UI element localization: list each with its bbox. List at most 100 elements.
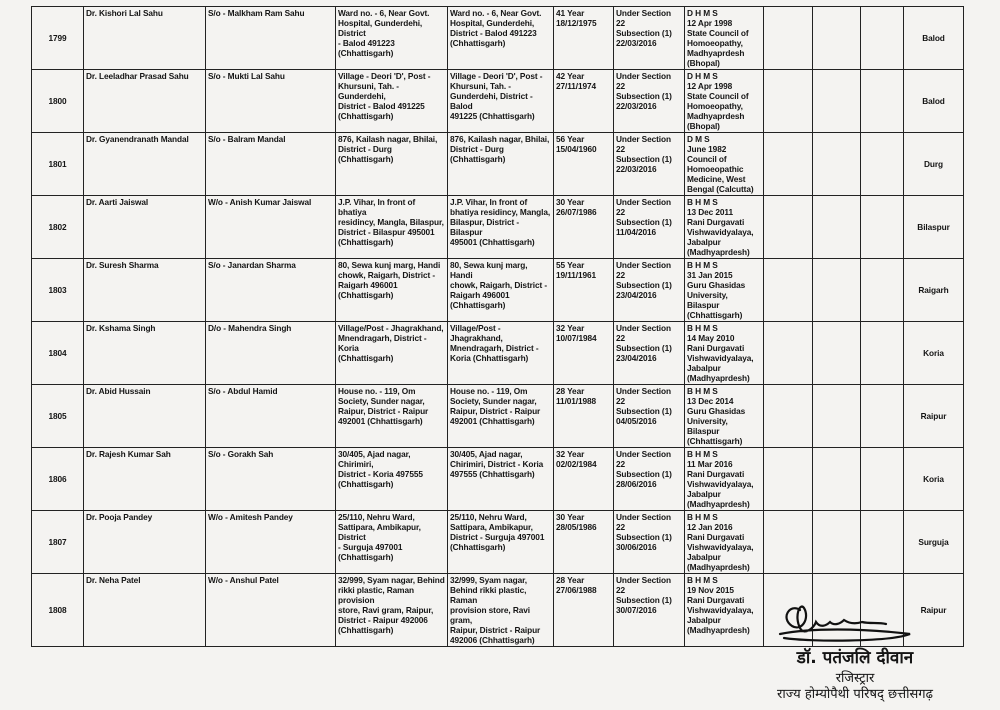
district: Koria xyxy=(903,321,964,385)
blank-cell xyxy=(763,510,813,574)
relation: S/o - Balram Mandal xyxy=(205,132,336,196)
district: Raipur xyxy=(903,573,964,647)
correspondence-address: 80, Sewa kunj marg, Handi chowk, Raigarh… xyxy=(447,258,554,322)
blank-cell xyxy=(763,321,813,385)
registration-section: Under Section 22 Subsection (1) 23/04/20… xyxy=(613,321,685,385)
age-dob: 42 Year 27/11/1974 xyxy=(553,69,614,133)
serial-number: 1800 xyxy=(31,69,84,133)
correspondence-address: Village/Post - Jhagrakhand, Mnendragarh,… xyxy=(447,321,554,385)
qualification: B H M S 19 Nov 2015 Rani Durgavati Vishw… xyxy=(684,573,764,647)
blank-cell xyxy=(763,69,813,133)
relation: S/o - Malkham Ram Sahu xyxy=(205,6,336,70)
doctor-name: Dr. Abid Hussain xyxy=(83,384,206,448)
age-dob: 56 Year 15/04/1960 xyxy=(553,132,614,196)
doctor-name: Dr. Kshama Singh xyxy=(83,321,206,385)
signatory-designation: रजिस्ट्रार xyxy=(835,671,875,686)
registration-section: Under Section 22 Subsection (1) 22/03/20… xyxy=(613,69,685,133)
table-row: 1799 Dr. Kishori Lal Sahu S/o - Malkham Ra… xyxy=(31,6,964,70)
address: 32/999, Syam nagar, Behind rikki plastic… xyxy=(335,573,448,647)
address: 80, Sewa kunj marg, Handi chowk, Raigarh… xyxy=(335,258,448,322)
district: Balod xyxy=(903,6,964,70)
address: House no. - 119, Om Society, Sunder naga… xyxy=(335,384,448,448)
blank-cell xyxy=(812,447,861,511)
address: 25/110, Nehru Ward, Sattipara, Ambikapur… xyxy=(335,510,448,574)
qualification: D M S June 1982 Council of Homoeopathic … xyxy=(684,132,764,196)
serial-number: 1808 xyxy=(31,573,84,647)
blank-cell xyxy=(763,195,813,259)
relation: S/o - Gorakh Sah xyxy=(205,447,336,511)
table-row: 1808 Dr. Neha Patel W/o - Anshul Patel 32/… xyxy=(31,573,964,647)
correspondence-address: J.P. Vihar, In front of bhatiya residinc… xyxy=(447,195,554,259)
blank-cell xyxy=(763,132,813,196)
age-dob: 28 Year 11/01/1988 xyxy=(553,384,614,448)
blank-cell xyxy=(812,321,861,385)
address: Village/Post - Jhagrakhand, Mnendragarh,… xyxy=(335,321,448,385)
address: J.P. Vihar, In front of bhatiya residinc… xyxy=(335,195,448,259)
address: Ward no. - 6, Near Govt. Hospital, Gunde… xyxy=(335,6,448,70)
doctor-name: Dr. Aarti Jaiswal xyxy=(83,195,206,259)
blank-cell xyxy=(860,384,904,448)
qualification: B H M S 13 Dec 2011 Rani Durgavati Vishw… xyxy=(684,195,764,259)
blank-cell xyxy=(860,69,904,133)
table-row: 1803 Dr. Suresh Sharma S/o - Janardan Shar… xyxy=(31,258,964,322)
correspondence-address: Ward no. - 6, Near Govt. Hospital, Gunde… xyxy=(447,6,554,70)
correspondence-address: Village - Deori 'D', Post - Khursuni, Ta… xyxy=(447,69,554,133)
serial-number: 1804 xyxy=(31,321,84,385)
age-dob: 30 Year 28/05/1986 xyxy=(553,510,614,574)
blank-cell xyxy=(763,384,813,448)
district: Surguja xyxy=(903,510,964,574)
doctor-name: Dr. Kishori Lal Sahu xyxy=(83,6,206,70)
blank-cell xyxy=(860,132,904,196)
signature xyxy=(778,605,911,642)
age-dob: 32 Year 02/02/1984 xyxy=(553,447,614,511)
relation: W/o - Anish Kumar Jaiswal xyxy=(205,195,336,259)
doctor-name: Dr. Pooja Pandey xyxy=(83,510,206,574)
age-dob: 41 Year 18/12/1975 xyxy=(553,6,614,70)
doctor-name: Dr. Suresh Sharma xyxy=(83,258,206,322)
doctor-name: Dr. Leeladhar Prasad Sahu xyxy=(83,69,206,133)
blank-cell xyxy=(812,132,861,196)
serial-number: 1805 xyxy=(31,384,84,448)
relation: W/o - Anshul Patel xyxy=(205,573,336,647)
serial-number: 1801 xyxy=(31,132,84,196)
registration-section: Under Section 22 Subsection (1) 22/03/20… xyxy=(613,6,685,70)
blank-cell xyxy=(763,447,813,511)
registration-section: Under Section 22 Subsection (1) 23/04/20… xyxy=(613,258,685,322)
blank-cell xyxy=(860,6,904,70)
blank-cell xyxy=(860,510,904,574)
doctor-name: Dr. Neha Patel xyxy=(83,573,206,647)
table-row: 1800 Dr. Leeladhar Prasad Sahu S/o - Mukti… xyxy=(31,69,964,133)
age-dob: 32 Year 10/07/1984 xyxy=(553,321,614,385)
table-row: 1801 Dr. Gyanendranath Mandal S/o - Balram… xyxy=(31,132,964,196)
blank-cell xyxy=(812,195,861,259)
correspondence-address: 876, Kailash nagar, Bhilai, District - D… xyxy=(447,132,554,196)
correspondence-address: 25/110, Nehru Ward, Sattipara, Ambikapur… xyxy=(447,510,554,574)
correspondence-address: 30/405, Ajad nagar, Chirimiri, District … xyxy=(447,447,554,511)
table-row: 1805 Dr. Abid Hussain S/o - Abdul Hamid Hou… xyxy=(31,384,964,448)
blank-cell xyxy=(812,69,861,133)
blank-cell xyxy=(812,384,861,448)
qualification: B H M S 12 Jan 2016 Rani Durgavati Vishw… xyxy=(684,510,764,574)
address: 876, Kailash nagar, Bhilai, District - D… xyxy=(335,132,448,196)
district: Raigarh xyxy=(903,258,964,322)
correspondence-address: House no. - 119, Om Society, Sunder naga… xyxy=(447,384,554,448)
serial-number: 1803 xyxy=(31,258,84,322)
signatory-name: डॉ. पतंजलि दीवान xyxy=(796,648,914,668)
age-dob: 30 Year 26/07/1986 xyxy=(553,195,614,259)
registration-section: Under Section 22 Subsection (1) 11/04/20… xyxy=(613,195,685,259)
district: Balod xyxy=(903,69,964,133)
registration-section: Under Section 22 Subsection (1) 28/06/20… xyxy=(613,447,685,511)
serial-number: 1807 xyxy=(31,510,84,574)
relation: S/o - Abdul Hamid xyxy=(205,384,336,448)
qualification: B H M S 11 Mar 2016 Rani Durgavati Vishw… xyxy=(684,447,764,511)
qualification: D H M S 12 Apr 1998 State Council of Hom… xyxy=(684,69,764,133)
district: Raipur xyxy=(903,384,964,448)
doctor-name: Dr. Gyanendranath Mandal xyxy=(83,132,206,196)
registration-table: 1799 Dr. Kishori Lal Sahu S/o - Malkham Ra… xyxy=(31,6,964,647)
table-row: 1807 Dr. Pooja Pandey W/o - Amitesh Pandey… xyxy=(31,510,964,574)
qualification: B H M S 14 May 2010 Rani Durgavati Vishw… xyxy=(684,321,764,385)
table-body: 1799 Dr. Kishori Lal Sahu S/o - Malkham Ra… xyxy=(31,6,964,647)
registration-section: Under Section 22 Subsection (1) 30/06/20… xyxy=(613,510,685,574)
address: Village - Deori 'D', Post - Khursuni, Ta… xyxy=(335,69,448,133)
relation: S/o - Mukti Lal Sahu xyxy=(205,69,336,133)
